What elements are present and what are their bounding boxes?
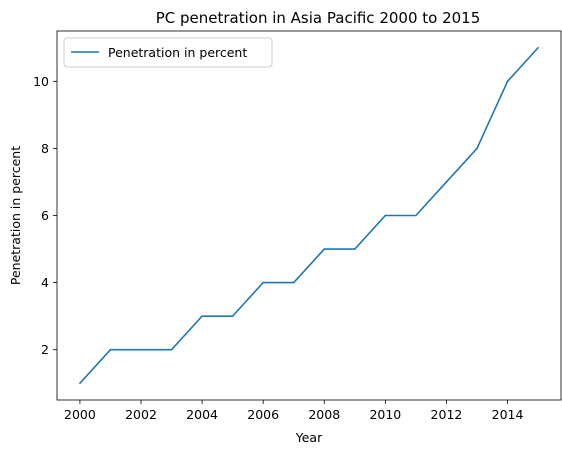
data-point xyxy=(476,147,478,150)
data-point xyxy=(445,181,448,183)
data-point xyxy=(109,348,112,351)
legend: Penetration in percent xyxy=(63,37,273,68)
x-axis: 2000 2002 2004 2006 2008 2010 2012 2014 xyxy=(64,400,523,422)
data-point xyxy=(292,281,295,284)
x-tick-label: 2010 xyxy=(369,407,401,422)
x-tick-label: 2006 xyxy=(247,407,279,422)
data-point xyxy=(170,348,173,351)
series-points xyxy=(79,46,539,385)
x-axis-title: Year xyxy=(295,430,323,445)
x-tick-label: 2012 xyxy=(431,407,463,422)
legend-label: Penetration in percent xyxy=(108,45,247,60)
data-point xyxy=(537,46,539,49)
legend-box xyxy=(63,37,273,68)
data-point xyxy=(79,382,81,385)
y-axis-title: Penetration in percent xyxy=(8,146,23,285)
data-point xyxy=(354,248,356,250)
data-point xyxy=(231,315,234,317)
y-axis: 2 4 6 8 10 xyxy=(33,74,57,357)
data-point xyxy=(323,248,326,250)
data-point xyxy=(384,214,387,217)
y-tick-label: 6 xyxy=(41,208,49,223)
chart-title: PC penetration in Asia Pacific 2000 to 2… xyxy=(156,9,481,27)
x-tick-label: 2000 xyxy=(64,407,96,422)
x-tick-label: 2014 xyxy=(492,407,524,422)
y-tick-label: 8 xyxy=(41,141,49,156)
x-tick-label: 2008 xyxy=(308,407,340,422)
data-point xyxy=(415,214,417,217)
y-tick-label: 10 xyxy=(33,74,49,89)
y-tick-label: 4 xyxy=(41,275,49,290)
x-tick-label: 2004 xyxy=(186,407,218,422)
x-tick-label: 2002 xyxy=(125,407,157,422)
data-point xyxy=(140,348,142,351)
data-point xyxy=(506,80,509,83)
series-line-penetration xyxy=(79,47,539,384)
y-tick-label: 2 xyxy=(41,342,49,357)
data-point xyxy=(262,281,264,284)
plot-area-frame xyxy=(56,30,562,401)
data-point xyxy=(201,315,203,317)
